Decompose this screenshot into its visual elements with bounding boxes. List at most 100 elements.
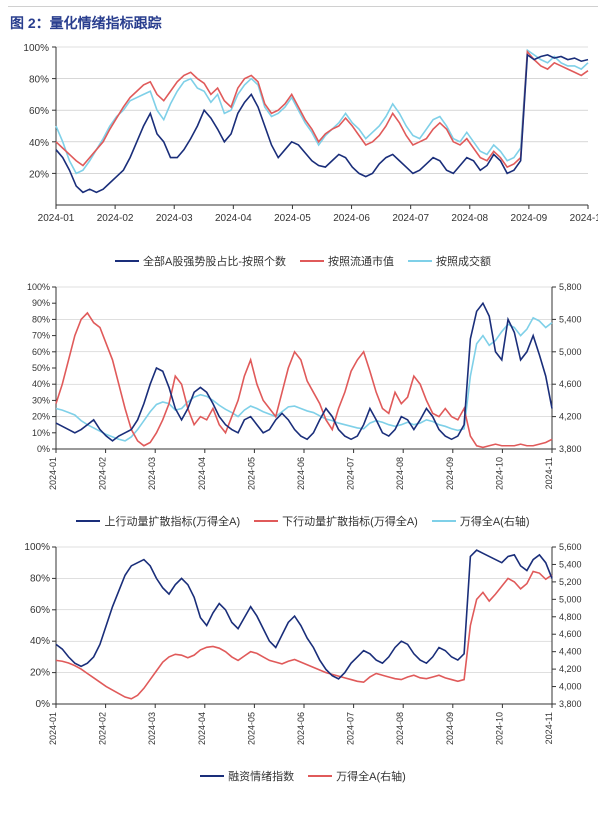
svg-text:2024-06: 2024-06 <box>333 213 370 224</box>
title-row: 图 2：量化情绪指标跟踪 <box>8 6 598 39</box>
svg-text:2024-06: 2024-06 <box>296 457 306 490</box>
svg-text:2024-04: 2024-04 <box>215 213 252 224</box>
legend-swatch <box>432 520 456 522</box>
chart-2-legend: 上行动量扩散指标(万得全A) 下行动量扩散指标(万得全A) 万得全A(右轴) <box>8 509 598 539</box>
svg-text:2024-03: 2024-03 <box>156 213 193 224</box>
svg-text:2024-10: 2024-10 <box>494 712 504 745</box>
svg-text:20%: 20% <box>29 169 49 180</box>
legend-item: 融资情绪指数 <box>200 768 294 784</box>
svg-text:5,400: 5,400 <box>559 559 582 569</box>
svg-text:5,200: 5,200 <box>559 577 582 587</box>
svg-text:80%: 80% <box>30 573 50 584</box>
svg-text:5,600: 5,600 <box>559 542 582 552</box>
svg-text:2024-08: 2024-08 <box>395 712 405 745</box>
svg-text:3,800: 3,800 <box>559 699 582 709</box>
svg-text:2024-05: 2024-05 <box>246 457 256 490</box>
legend-label: 上行动量扩散指标(万得全A) <box>104 513 240 529</box>
chart-2-svg: 0% 10% 20% 30% 40% 50% 60% 70% 80% 90% 100% 3,800 4,… <box>8 279 598 509</box>
svg-text:2024-07: 2024-07 <box>346 457 356 490</box>
svg-text:80%: 80% <box>29 75 49 86</box>
legend-swatch <box>308 775 332 777</box>
legend-item: 上行动量扩散指标(万得全A) <box>76 513 240 529</box>
chart-1: 20% 40% 60% 80% 100% 2024-01 2024-02 2024-03 202… <box>8 39 598 249</box>
svg-text:20%: 20% <box>30 668 50 679</box>
svg-text:2024-11: 2024-11 <box>544 457 554 489</box>
svg-text:3,800: 3,800 <box>559 444 582 454</box>
legend-label: 融资情绪指数 <box>228 768 294 784</box>
legend-label: 全部A股强势股占比-按照个数 <box>143 253 286 269</box>
svg-text:4,600: 4,600 <box>559 379 582 389</box>
svg-text:2024-09: 2024-09 <box>511 213 548 224</box>
svg-text:2024-02: 2024-02 <box>98 712 108 745</box>
chart-3-svg: 0%20%40%60%80%100%3,8004,0004,2004,4004,… <box>8 539 598 764</box>
svg-text:2024-07: 2024-07 <box>392 213 429 224</box>
legend-label: 万得全A(右轴) <box>460 513 530 529</box>
svg-text:5,000: 5,000 <box>559 594 582 604</box>
chart-2: 0% 10% 20% 30% 40% 50% 60% 70% 80% 90% 100% 3,800 4,… <box>8 279 598 509</box>
svg-text:0%: 0% <box>37 444 50 454</box>
chart-3-legend: 融资情绪指数万得全A(右轴) <box>8 764 598 794</box>
svg-text:4,800: 4,800 <box>559 612 582 622</box>
svg-text:2024-05: 2024-05 <box>246 712 256 745</box>
legend-swatch <box>76 520 100 522</box>
svg-text:2024-08: 2024-08 <box>395 457 405 490</box>
svg-text:4,200: 4,200 <box>559 664 582 674</box>
svg-text:2024-10: 2024-10 <box>570 213 598 224</box>
chart-3: 0%20%40%60%80%100%3,8004,0004,2004,4004,… <box>8 539 598 764</box>
svg-text:2024-06: 2024-06 <box>296 712 306 745</box>
legend-swatch <box>200 775 224 777</box>
legend-label: 按照流通市值 <box>328 253 394 269</box>
svg-text:80%: 80% <box>32 314 50 324</box>
legend-swatch <box>115 260 139 262</box>
svg-text:2024-08: 2024-08 <box>451 213 488 224</box>
svg-text:60%: 60% <box>29 106 49 117</box>
svg-text:2024-02: 2024-02 <box>97 213 134 224</box>
svg-text:2024-04: 2024-04 <box>197 457 207 490</box>
svg-text:90%: 90% <box>32 298 50 308</box>
svg-text:5,800: 5,800 <box>559 282 582 292</box>
svg-text:2024-01: 2024-01 <box>48 457 58 490</box>
legend-swatch <box>254 520 278 522</box>
legend-item: 万得全A(右轴) <box>308 768 406 784</box>
svg-text:10%: 10% <box>32 428 50 438</box>
legend-swatch <box>408 260 432 262</box>
legend-swatch <box>300 260 324 262</box>
svg-text:40%: 40% <box>29 138 49 149</box>
svg-text:100%: 100% <box>24 542 50 553</box>
svg-text:2024-03: 2024-03 <box>147 712 157 745</box>
svg-text:30%: 30% <box>32 395 50 405</box>
svg-text:2024-09: 2024-09 <box>445 457 455 490</box>
legend-item: 全部A股强势股占比-按照个数 <box>115 253 286 269</box>
svg-text:40%: 40% <box>30 636 50 647</box>
svg-text:60%: 60% <box>30 605 50 616</box>
svg-text:2024-05: 2024-05 <box>274 213 311 224</box>
svg-text:5,400: 5,400 <box>559 314 582 324</box>
svg-text:2024-07: 2024-07 <box>346 712 356 745</box>
svg-text:40%: 40% <box>32 379 50 389</box>
svg-text:5,000: 5,000 <box>559 347 582 357</box>
legend-item: 下行动量扩散指标(万得全A) <box>254 513 418 529</box>
svg-text:20%: 20% <box>32 412 50 422</box>
chart-1-legend: 全部A股强势股占比-按照个数 按照流通市值 按照成交额 <box>8 249 598 279</box>
legend-item: 按照成交额 <box>408 253 491 269</box>
svg-text:4,200: 4,200 <box>559 412 582 422</box>
svg-text:2024-09: 2024-09 <box>445 712 455 745</box>
svg-text:2024-01: 2024-01 <box>38 213 75 224</box>
chart-1-svg: 20% 40% 60% 80% 100% 2024-01 2024-02 2024-03 202… <box>8 39 598 249</box>
legend-item: 万得全A(右轴) <box>432 513 530 529</box>
figure-title: 图 2：量化情绪指标跟踪 <box>10 15 162 31</box>
legend-item: 按照流通市值 <box>300 253 394 269</box>
svg-text:2024-10: 2024-10 <box>494 457 504 490</box>
svg-text:100%: 100% <box>23 43 49 54</box>
legend-label: 按照成交额 <box>436 253 491 269</box>
svg-text:100%: 100% <box>27 282 50 292</box>
legend-label: 下行动量扩散指标(万得全A) <box>282 513 418 529</box>
svg-text:2024-04: 2024-04 <box>197 712 207 745</box>
svg-text:2024-03: 2024-03 <box>147 457 157 490</box>
svg-text:60%: 60% <box>32 347 50 357</box>
svg-text:70%: 70% <box>32 331 50 341</box>
svg-text:2024-02: 2024-02 <box>98 457 108 490</box>
figure-container: 图 2：量化情绪指标跟踪 20% 40% 60% 80% 100% 2024-01 2024… <box>0 0 606 802</box>
svg-text:2024-01: 2024-01 <box>48 712 58 745</box>
svg-text:50%: 50% <box>32 363 50 373</box>
